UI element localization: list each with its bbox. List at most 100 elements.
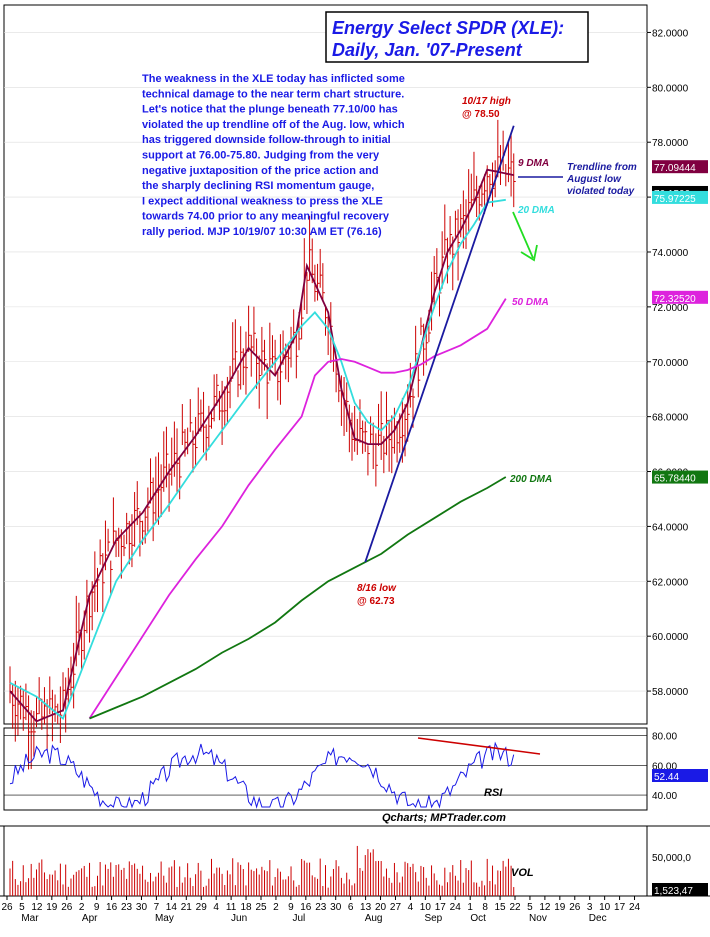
last-value-label: 72.32520: [654, 294, 696, 305]
rsi-last-value-box: [652, 769, 708, 782]
x-tick-label: 23: [121, 902, 133, 913]
annotation-low: 8/16 low @ 62.73: [357, 583, 397, 607]
x-tick-label: 5: [527, 902, 533, 913]
label-50dma: 50 DMA: [512, 297, 549, 308]
label-9dma: 9 DMA: [518, 158, 549, 169]
series-line-50-dma: [88, 298, 507, 719]
rsi-last-value: 52.44: [654, 772, 679, 783]
x-tick-label: 10: [599, 902, 611, 913]
x-tick-label: 26: [61, 902, 73, 913]
rsi-y-tick-label: 40.00: [652, 791, 677, 802]
price-y-tick-label: 72.0000: [652, 303, 689, 314]
annotation-trendline: Trendline from August low violated today: [518, 162, 637, 197]
rsi-panel-frame: [3, 727, 648, 811]
volume-last-value-box: [652, 883, 708, 896]
x-tick-label: 20: [375, 902, 387, 913]
x-tick-label: 2: [79, 902, 85, 913]
volume-last-value: 1,523,47: [654, 886, 693, 897]
trendline-label-3: violated today: [567, 186, 635, 197]
x-tick-label: 29: [196, 902, 208, 913]
series-line-20-dma: [9, 198, 506, 720]
x-tick-label: 15: [494, 902, 506, 913]
rsi-label: RSI: [484, 787, 503, 799]
x-tick-label: 14: [166, 902, 178, 913]
x-tick-label: 8: [482, 902, 488, 913]
commentary-line: technical damage to the near term chart …: [142, 88, 404, 100]
commentary-line: towards 74.00 prior to any meaningful re…: [142, 211, 390, 223]
trendline: [364, 125, 515, 563]
x-tick-label: 27: [390, 902, 402, 913]
commentary-text: The weakness in the XLE today has inflic…: [142, 73, 405, 238]
price-y-tick-label: 62.0000: [652, 577, 689, 588]
price-y-tick-label: 78.0000: [652, 138, 689, 149]
x-axis: 26 5 12 19 26 2 9 16 23 30 7 14 21 29 4 11 18 25 2 9 16 23 30 6…: [1, 896, 641, 924]
x-month-label: May: [155, 913, 174, 924]
x-month-label: Jun: [231, 913, 247, 924]
rsi-line: [9, 741, 515, 809]
rsi-panel: 80.00 60.00 40.00 52.44: [4, 731, 708, 809]
annotation-low-value: @ 62.73: [357, 596, 395, 607]
x-month-label: Dec: [589, 913, 607, 924]
commentary-line: negative juxtaposition of the price acti…: [142, 165, 379, 177]
price-y-tick-label: 74.0000: [652, 248, 689, 259]
x-tick-label: 5: [19, 902, 25, 913]
last-value-label: 65.78440: [654, 474, 696, 485]
x-tick-label: 1: [467, 902, 473, 913]
price-y-tick-label: 58.0000: [652, 687, 689, 698]
annotation-high: 10/17 high @ 78.50: [462, 96, 511, 120]
x-month-label: Oct: [470, 913, 486, 924]
moving-average-lines: [9, 125, 515, 723]
series-line-200-dma: [89, 476, 507, 720]
rsi-y-tick-label: 60.00: [652, 761, 677, 772]
x-month-label: Apr: [82, 913, 98, 924]
x-tick-label: 18: [240, 902, 252, 913]
source-label: Qcharts; MPTrader.com: [382, 812, 506, 824]
volume-label: VOL: [511, 867, 534, 879]
series-line-9-dma: [9, 168, 514, 723]
last-value-box: [652, 290, 708, 304]
commentary-line: has triggered downside follow-through to…: [142, 134, 391, 146]
x-tick-label: 19: [46, 902, 58, 913]
price-y-tick-label: 68.0000: [652, 413, 689, 424]
commentary-line: Let's notice that the plunge beneath 77.…: [142, 104, 398, 116]
x-tick-label: 22: [509, 902, 521, 913]
x-tick-label: 13: [360, 902, 372, 913]
x-tick-label: 4: [213, 902, 219, 913]
x-tick-label: 17: [614, 902, 626, 913]
volume-y-tick-label: 50,000,0: [652, 853, 691, 864]
x-tick-label: 11: [226, 902, 237, 913]
x-tick-label: 12: [539, 902, 551, 913]
x-month-label: Sep: [424, 913, 442, 924]
trendline-label-2: August low: [566, 174, 622, 185]
price-y-tick-label: 70.0000: [652, 358, 689, 369]
price-y-tick-label: 82.0000: [652, 28, 689, 39]
x-tick-label: 7: [154, 902, 160, 913]
x-tick-label: 4: [408, 902, 414, 913]
title-box: Energy Select SPDR (XLE): Daily, Jan. '0…: [325, 11, 589, 63]
commentary-line: violated the up trendline off of the Aug…: [142, 119, 405, 131]
price-y-tick-label: 80.0000: [652, 83, 689, 94]
chart-title-line2: Daily, Jan. '07-Present: [332, 40, 523, 60]
commentary-line: I expect additional weakness to press th…: [142, 195, 383, 207]
last-value-box: [652, 190, 708, 204]
x-tick-label: 23: [315, 902, 327, 913]
label-200dma: 200 DMA: [509, 474, 552, 485]
chart-title-line1: Energy Select SPDR (XLE):: [332, 18, 564, 38]
price-panel-frame: [3, 4, 648, 725]
annotation-high-label: 10/17 high: [462, 96, 511, 107]
label-20dma: 20 DMA: [517, 205, 555, 216]
x-tick-label: 21: [181, 902, 193, 913]
last-value-box: [652, 470, 708, 484]
x-tick-label: 12: [31, 902, 43, 913]
x-tick-label: 24: [450, 902, 462, 913]
x-tick-label: 30: [330, 902, 342, 913]
annotation-low-label: 8/16 low: [357, 583, 397, 594]
x-tick-label: 26: [569, 902, 581, 913]
x-month-label: Mar: [21, 913, 39, 924]
trendline-label-1: Trendline from: [567, 162, 637, 173]
x-tick-label: 6: [348, 902, 354, 913]
x-tick-label: 2: [273, 902, 279, 913]
last-value-box: [652, 160, 708, 174]
x-tick-label: 19: [554, 902, 566, 913]
